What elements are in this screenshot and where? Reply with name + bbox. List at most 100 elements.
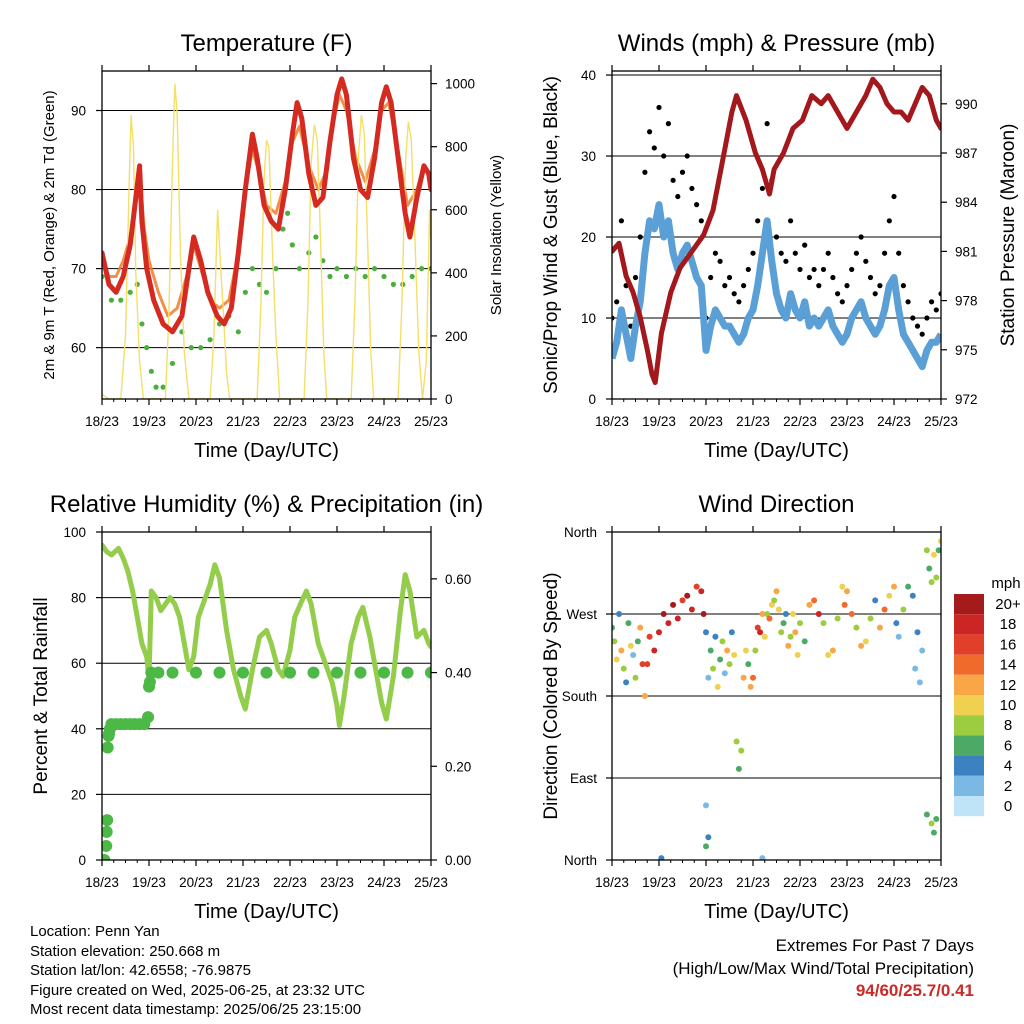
data-point — [773, 588, 780, 595]
data-point — [207, 337, 213, 343]
chart-title: Wind Direction — [698, 491, 854, 518]
data-point — [703, 629, 709, 636]
y-tick-label-right: 987 — [955, 146, 978, 161]
y-tick-label: 40 — [581, 68, 596, 83]
data-point — [134, 281, 140, 287]
data-point — [728, 629, 735, 636]
data-point — [923, 547, 930, 554]
data-point — [102, 825, 113, 838]
chart-title: Winds (mph) & Pressure (mb) — [618, 30, 935, 57]
y-tick-label: 0 — [78, 853, 86, 868]
series-t2m — [102, 76, 431, 335]
data-point — [354, 666, 367, 679]
data-point — [675, 193, 681, 200]
data-point — [886, 592, 893, 599]
data-point — [641, 693, 648, 699]
data-point — [797, 620, 803, 627]
data-point — [153, 384, 159, 390]
data-point — [401, 666, 414, 679]
data-point — [750, 250, 756, 256]
data-point — [745, 661, 752, 668]
data-point — [839, 299, 845, 305]
data-point — [764, 121, 770, 127]
data-point — [708, 274, 714, 281]
x-tick-label: 22/23 — [273, 875, 307, 890]
data-point — [788, 218, 794, 224]
data-point — [160, 384, 166, 390]
data-point — [863, 258, 869, 264]
x-tick-label: 24/23 — [367, 414, 401, 429]
data-point — [334, 265, 340, 272]
legend-label: 14 — [1000, 657, 1017, 674]
data-point — [797, 266, 803, 273]
data-point — [740, 674, 747, 681]
data-point — [724, 647, 731, 654]
data-point — [152, 666, 165, 679]
y-tick-label: 70 — [71, 262, 86, 277]
data-point — [933, 816, 940, 822]
y-axis-label: Percent & Total Rainfall — [31, 597, 52, 794]
y-tick-label: 30 — [581, 149, 596, 164]
extremes-title: Extremes For Past 7 Days — [775, 936, 974, 955]
data-point — [647, 129, 653, 135]
location-text: Location: Penn Yan — [30, 923, 160, 940]
data-point — [849, 266, 855, 273]
data-point — [844, 283, 850, 289]
y-tick-label-right: 0.60 — [445, 572, 471, 587]
legend-swatch — [954, 634, 984, 655]
data-point — [775, 606, 782, 613]
x-tick-label: 18/23 — [85, 875, 119, 890]
data-point — [886, 218, 892, 224]
data-point — [717, 258, 723, 264]
data-point — [839, 583, 846, 590]
x-tick-label: 22/23 — [273, 414, 307, 429]
data-point — [169, 360, 176, 367]
legend-swatch — [954, 695, 984, 716]
data-point — [905, 583, 912, 590]
data-point — [785, 642, 792, 649]
data-point — [900, 283, 907, 289]
y-tick-label: East — [570, 771, 597, 786]
data-point — [862, 638, 869, 645]
x-tick-label: 25/23 — [924, 875, 958, 890]
chart-humidity: Relative Humidity (%) & Precipitation (i… — [31, 491, 483, 923]
data-point — [634, 638, 641, 645]
data-point — [717, 656, 724, 663]
legend-label: 12 — [1000, 677, 1017, 694]
data-point — [213, 666, 226, 679]
data-point — [242, 289, 248, 295]
y-tick-label: 60 — [71, 656, 86, 671]
data-point — [714, 683, 721, 690]
data-point — [698, 588, 705, 595]
data-point — [919, 647, 926, 654]
data-point — [867, 615, 874, 622]
data-point — [670, 601, 677, 608]
data-point — [811, 266, 817, 273]
y-tick-label-right: 984 — [955, 195, 978, 210]
data-point — [761, 633, 768, 640]
data-point — [835, 291, 841, 297]
data-point — [712, 250, 719, 256]
data-point — [755, 218, 761, 224]
data-point — [933, 574, 940, 581]
data-point — [731, 652, 738, 658]
data-point — [285, 210, 291, 216]
data-point — [815, 611, 822, 617]
data-point — [825, 652, 832, 658]
series-gust — [612, 104, 941, 337]
data-point — [143, 675, 156, 688]
x-tick-label: 23/23 — [830, 414, 864, 429]
data-point — [848, 611, 855, 617]
x-tick-label: 19/23 — [642, 875, 676, 890]
data-point — [419, 265, 425, 272]
x-tick-label: 19/23 — [132, 414, 166, 429]
data-point — [789, 611, 796, 617]
data-point — [618, 647, 625, 654]
data-point — [783, 258, 789, 264]
y-axis-label: Direction (Colored By Speed) — [541, 572, 562, 819]
y-tick-label-right: 981 — [955, 244, 978, 259]
data-point — [712, 633, 719, 640]
series-solar — [102, 83, 431, 399]
speed-legend: mph 20+ 18 16 14 12 10 8 6 4 2 0 — [954, 575, 1021, 817]
series-rh — [102, 542, 431, 728]
